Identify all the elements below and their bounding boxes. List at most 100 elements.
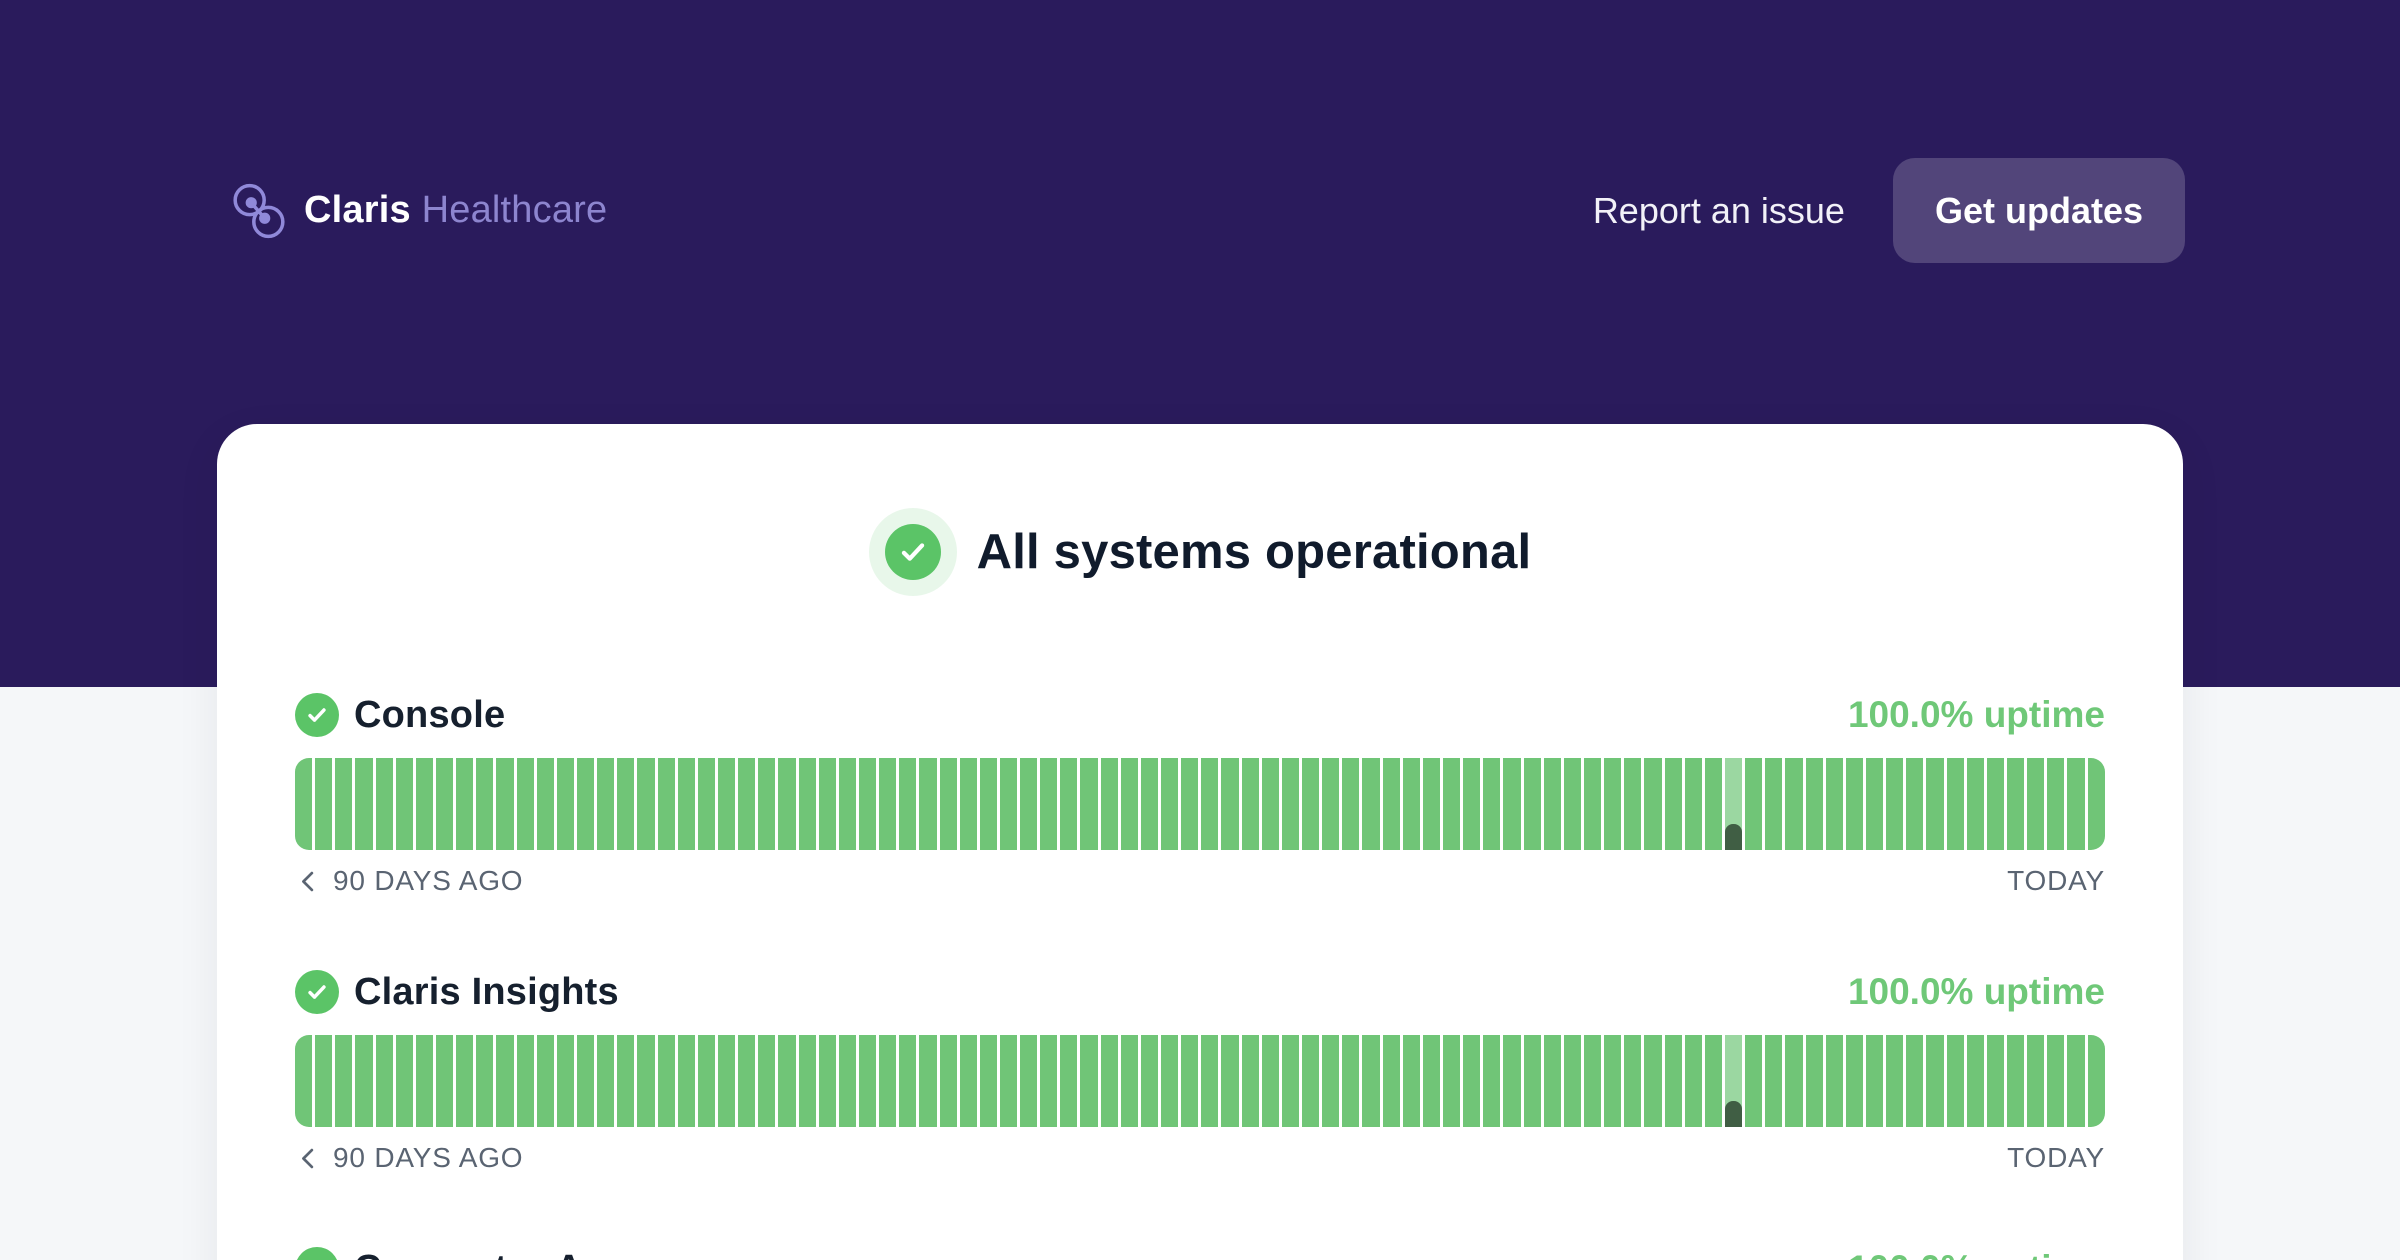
uptime-day-segment[interactable] <box>1946 758 1964 850</box>
uptime-day-segment[interactable] <box>979 758 997 850</box>
report-issue-link[interactable]: Report an issue <box>1592 189 1845 231</box>
uptime-day-segment[interactable] <box>798 1035 816 1127</box>
uptime-day-segment[interactable] <box>1281 1035 1300 1127</box>
uptime-day-segment[interactable] <box>1302 758 1320 850</box>
uptime-day-segment[interactable] <box>1100 758 1118 850</box>
uptime-day-segment[interactable] <box>1845 1035 1863 1127</box>
uptime-day-segment[interactable] <box>1926 1035 1944 1127</box>
uptime-day-segment[interactable] <box>697 758 715 850</box>
uptime-day-segment[interactable] <box>738 758 756 850</box>
uptime-day-segment[interactable] <box>1825 1035 1843 1127</box>
uptime-day-segment[interactable] <box>1241 1035 1259 1127</box>
uptime-day-segment[interactable] <box>1040 758 1058 850</box>
uptime-day-segment[interactable] <box>899 1035 917 1127</box>
uptime-day-segment[interactable] <box>375 758 393 850</box>
uptime-day-segment[interactable] <box>1926 758 1944 850</box>
uptime-day-segment[interactable] <box>1483 758 1501 850</box>
uptime-day-segment[interactable] <box>959 1035 977 1127</box>
uptime-day-segment[interactable] <box>295 1035 313 1127</box>
uptime-day-segment[interactable] <box>778 758 796 850</box>
get-updates-button[interactable]: Get updates <box>1892 158 2185 263</box>
uptime-day-segment[interactable] <box>999 1035 1018 1127</box>
uptime-day-segment[interactable] <box>1302 1035 1320 1127</box>
uptime-day-segment[interactable] <box>2067 1035 2085 1127</box>
uptime-day-segment[interactable] <box>717 1035 736 1127</box>
uptime-day-segment[interactable] <box>1785 1035 1803 1127</box>
uptime-day-segment[interactable] <box>1745 758 1763 850</box>
uptime-day-segment[interactable] <box>1543 1035 1561 1127</box>
uptime-day-segment[interactable] <box>1040 1035 1058 1127</box>
uptime-day-segment[interactable] <box>677 1035 695 1127</box>
uptime-day-segment[interactable] <box>637 758 655 850</box>
uptime-day-segment[interactable] <box>456 1035 474 1127</box>
uptime-day-segment[interactable] <box>1342 758 1360 850</box>
uptime-day-segment[interactable] <box>1704 758 1722 850</box>
uptime-day-segment[interactable] <box>939 1035 957 1127</box>
uptime-day-segment[interactable] <box>597 758 615 850</box>
uptime-day-segment[interactable] <box>1644 758 1662 850</box>
uptime-day-segment[interactable] <box>1342 1035 1360 1127</box>
uptime-day-segment[interactable] <box>1865 758 1884 850</box>
uptime-day-segment[interactable] <box>959 758 977 850</box>
uptime-day-segment[interactable] <box>657 1035 675 1127</box>
uptime-day-segment[interactable] <box>1986 1035 2004 1127</box>
uptime-day-segment[interactable] <box>697 1035 715 1127</box>
uptime-day-segment[interactable] <box>979 1035 997 1127</box>
uptime-day-segment[interactable] <box>1120 1035 1138 1127</box>
brand-logo[interactable]: Claris Healthcare <box>230 182 607 240</box>
uptime-day-segment[interactable] <box>456 758 474 850</box>
uptime-day-segment[interactable] <box>415 758 433 850</box>
uptime-day-segment[interactable] <box>617 1035 635 1127</box>
uptime-day-segment[interactable] <box>1704 1035 1722 1127</box>
uptime-day-segment[interactable] <box>1966 758 1984 850</box>
uptime-day-segment[interactable] <box>395 758 413 850</box>
uptime-day-segment[interactable] <box>1060 1035 1078 1127</box>
uptime-day-segment[interactable] <box>1584 758 1602 850</box>
uptime-day-segment[interactable] <box>1322 758 1340 850</box>
uptime-day-segment[interactable] <box>2006 758 2025 850</box>
uptime-day-segment[interactable] <box>536 1035 554 1127</box>
uptime-day-segment[interactable] <box>1684 1035 1702 1127</box>
uptime-day-segment[interactable] <box>1201 1035 1219 1127</box>
uptime-day-segment[interactable] <box>1624 758 1642 850</box>
uptime-day-segment[interactable] <box>2087 1035 2105 1127</box>
uptime-day-segment[interactable] <box>1120 758 1138 850</box>
uptime-day-segment[interactable] <box>435 758 454 850</box>
uptime-day-segment[interactable] <box>1443 758 1461 850</box>
uptime-day-segment[interactable] <box>758 1035 776 1127</box>
uptime-day-segment-event[interactable] <box>1724 758 1743 850</box>
uptime-day-segment[interactable] <box>1563 1035 1581 1127</box>
uptime-day-segment[interactable] <box>2047 1035 2065 1127</box>
uptime-day-segment[interactable] <box>1020 758 1038 850</box>
uptime-day-segment[interactable] <box>1161 1035 1179 1127</box>
uptime-day-segment[interactable] <box>1281 758 1300 850</box>
uptime-day-segment[interactable] <box>1543 758 1561 850</box>
uptime-day-segment[interactable] <box>1140 758 1159 850</box>
uptime-day-segment[interactable] <box>1261 758 1279 850</box>
uptime-day-segment[interactable] <box>1020 1035 1038 1127</box>
uptime-day-segment[interactable] <box>1684 758 1702 850</box>
uptime-day-segment[interactable] <box>1503 758 1521 850</box>
uptime-day-segment[interactable] <box>1402 758 1420 850</box>
uptime-day-segment[interactable] <box>1181 1035 1199 1127</box>
uptime-day-segment[interactable] <box>1805 758 1823 850</box>
uptime-day-segment[interactable] <box>677 758 695 850</box>
uptime-day-segment[interactable] <box>2027 1035 2045 1127</box>
uptime-day-segment[interactable] <box>1604 1035 1622 1127</box>
uptime-day-segment[interactable] <box>536 758 554 850</box>
uptime-day-segment[interactable] <box>858 758 877 850</box>
uptime-day-segment[interactable] <box>295 758 313 850</box>
uptime-day-segment[interactable] <box>879 1035 897 1127</box>
uptime-day-segment[interactable] <box>1986 758 2004 850</box>
uptime-day-segment[interactable] <box>899 758 917 850</box>
uptime-day-segment[interactable] <box>1261 1035 1279 1127</box>
uptime-day-segment[interactable] <box>617 758 635 850</box>
uptime-day-segment[interactable] <box>476 1035 494 1127</box>
uptime-day-segment[interactable] <box>758 758 776 850</box>
uptime-day-segment[interactable] <box>1906 758 1924 850</box>
uptime-day-segment[interactable] <box>1584 1035 1602 1127</box>
uptime-day-segment[interactable] <box>315 758 333 850</box>
uptime-day-segment[interactable] <box>375 1035 393 1127</box>
uptime-day-segment[interactable] <box>1604 758 1622 850</box>
uptime-day-segment[interactable] <box>496 758 514 850</box>
